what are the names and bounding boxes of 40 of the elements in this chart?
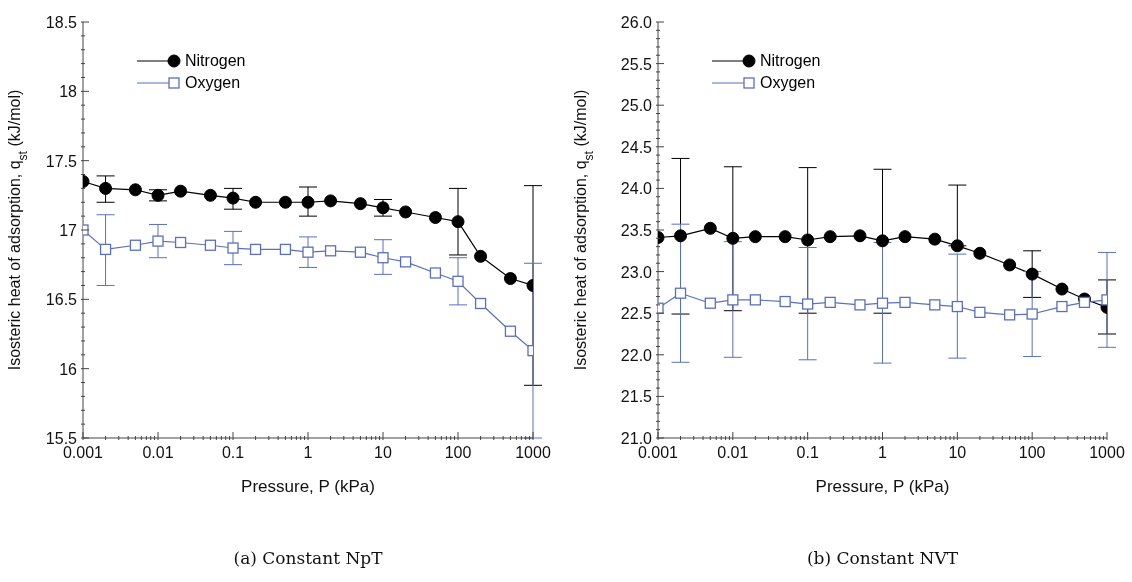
y-tick-label: 23.5 [620,222,653,239]
x-tick-label: 0.1 [796,444,819,461]
x-axis-title: Pressure, P (kPa) [241,477,375,496]
x-tick-label: 100 [444,444,472,461]
y-tick-label: 18.5 [45,14,78,31]
y-tick-label: 18 [59,83,78,101]
x-tick-label: 0.1 [221,444,245,461]
y-tick-label: 22.5 [620,305,653,323]
y-tick-label: 23.0 [620,263,653,281]
y-tick-label: 24.5 [620,138,653,156]
x-tick-label: 10 [374,444,392,461]
x-tick-label: 0.01 [717,444,749,461]
y-tick-label: 16 [59,360,78,378]
y-tick-label: 25.0 [620,97,653,115]
legend-label: Nitrogen [760,51,821,71]
text: (a) Constant NpT [232,548,384,568]
x-tick-label: 0.001 [62,444,104,461]
y-tick-label: 26.0 [620,14,653,31]
x-tick-label: 0.001 [637,444,679,461]
x-tick-label: 1 [878,444,888,461]
x-tick-label: 1000 [515,444,551,461]
x-tick-label: 0.01 [142,444,174,461]
y-tick-label: 17 [59,222,78,239]
x-tick-label: 1000 [1089,444,1125,461]
y-tick-label: 22.0 [620,346,653,364]
x-tick-label: 1 [303,444,313,461]
legend-label: Oxygen [185,73,241,93]
y-tick-label: 15.5 [45,430,78,447]
y-tick-label: 25.5 [620,55,653,73]
y-tick-label: 17.5 [45,152,78,170]
y-tick-label: 21.0 [620,430,653,447]
y-tick-label: 21.5 [620,388,653,406]
x-tick-label: 10 [948,444,967,461]
x-axis-title: Pressure, P (kPa) [815,477,950,496]
legend-label: Oxygen [760,73,816,93]
y-tick-label: 24.0 [620,180,653,198]
legend-label: Nitrogen [185,51,246,71]
x-tick-label: 100 [1018,444,1046,461]
text: (b) Constant NVT [805,548,960,568]
y-tick-label: 16.5 [45,291,78,309]
